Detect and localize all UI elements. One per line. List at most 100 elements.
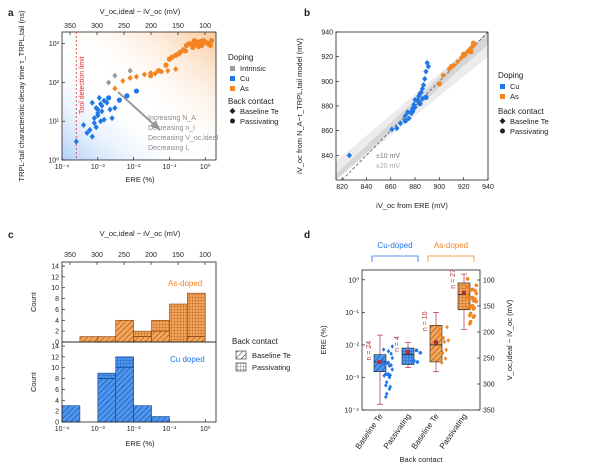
panel-a-point <box>207 42 214 49</box>
panel-d-left-tick-label: 10⁻² <box>345 342 359 349</box>
panel-a-point <box>133 73 140 80</box>
panel-a-point <box>141 71 147 78</box>
panel-a-trend-2: Decreasing n_i <box>148 125 195 132</box>
panel-b-point <box>397 120 404 127</box>
panel-b-legend-diamond-icon <box>499 118 506 124</box>
panel-c-lower-y-tick-label: 0 <box>55 420 59 427</box>
panel-b-legend-cu: Cu <box>510 82 520 91</box>
panel-b-point <box>411 101 417 108</box>
panel-d-n-label: n = 10 <box>422 311 429 331</box>
panel-d-point <box>472 314 477 318</box>
panel-c-legend-passivating: Passivating <box>252 363 290 372</box>
panel-a-point <box>91 119 97 126</box>
panel-b-y-tick-label: 940 <box>321 30 333 37</box>
panel-d-right-tick-label: 300 <box>483 382 495 389</box>
panel-d-box <box>457 282 471 311</box>
panel-a-point <box>156 68 162 74</box>
panel-d-letter: d <box>304 230 310 241</box>
panel-c-lower-y-tick-label: 6 <box>55 387 59 394</box>
panel-a-x-tick-label: 10⁰ <box>200 163 211 171</box>
panel-c-upper-bar-passivating <box>151 319 170 332</box>
panel-c-x-tick-label: 10⁰ <box>200 425 211 433</box>
panel-b-x-tick-label: 880 <box>409 184 421 191</box>
panel-a-point <box>208 38 215 44</box>
panel-c-upper-bar-baseline <box>133 336 152 343</box>
panel-c-legend-baseline: Baseline Te <box>252 351 291 360</box>
panel-d-point <box>465 285 470 289</box>
panel-b-point <box>469 43 475 50</box>
panel-c-lower-y-tick-label: 14 <box>51 344 59 351</box>
panel-b-x-tick-label: 840 <box>361 184 373 191</box>
panel-a-top-tick-label: 100 <box>199 23 211 30</box>
panel-b-point <box>468 49 474 55</box>
panel-d-point <box>385 360 390 366</box>
panel-b-letter: b <box>304 8 310 19</box>
panel-a-legend-intrinsic: Intrinsic <box>240 64 266 73</box>
panel-a-legend-cu-swatch <box>230 76 235 81</box>
panel-d-point <box>438 332 442 337</box>
panel-d-point <box>388 384 392 390</box>
panel-c-top-tick-label: 200 <box>145 252 157 259</box>
panel-b-y-tick-label: 880 <box>321 104 333 111</box>
panel-a-point <box>175 51 182 57</box>
panel-c-lower-label: Cu doped <box>170 355 205 364</box>
panel-d-box <box>401 347 415 365</box>
panel-d-category-label: Baseline Te <box>354 412 385 451</box>
panel-d-mean <box>378 359 382 364</box>
panel-a-point <box>133 88 140 94</box>
panel-b-point <box>424 59 430 66</box>
panel-b-y-tick-label: 900 <box>321 79 333 86</box>
panel-d-point <box>384 394 388 400</box>
panel-d-point <box>390 355 395 361</box>
panel-d-point <box>472 297 477 302</box>
panel-b-point <box>408 110 414 117</box>
panel-a-top-tick-label: 150 <box>172 23 184 30</box>
panel-d-category-label: Baseline Te <box>410 412 441 451</box>
panel-a-point <box>99 108 105 115</box>
panel-c-lower-bar-baseline <box>115 367 134 423</box>
panel-a-legend-intrinsic-swatch <box>230 66 235 71</box>
panel-b-band-10: ±10 mV <box>376 153 400 160</box>
panel-a-legend-passivating: Passivating <box>240 117 278 126</box>
panel-d-category-label: Passivating <box>382 412 413 451</box>
panel-b-y-label: iV_oc from N_A−τ_TRPL,tail model (mV) <box>295 38 304 174</box>
panel-d-boxes: n = 24 Baseline Te n = 4 Passivating n = 10 B… <box>354 269 479 451</box>
panel-b-point <box>402 118 408 124</box>
panel-b-legend-baseline: Baseline Te <box>510 117 549 126</box>
panel-c-top-tick-label: 150 <box>172 252 184 259</box>
panel-b-x-tick-label: 900 <box>434 184 446 191</box>
panel-d-point <box>381 358 386 364</box>
panel-d-mean <box>462 290 466 295</box>
panel-a-x-tick-label: 10⁻⁴ <box>55 164 70 171</box>
panel-a-point <box>101 116 107 123</box>
panel-b-point <box>420 82 427 89</box>
panel-c-upper-bar-passivating <box>169 303 188 343</box>
panel-d-point <box>474 283 479 288</box>
panel-a-point <box>96 94 102 101</box>
panel-b-point <box>406 115 412 122</box>
panel-c-lower-bar-passivating <box>115 356 134 369</box>
panel-b-x-tick-label: 820 <box>336 184 348 191</box>
panel-d: d 10⁰10⁻¹10⁻²10⁻³10⁻⁴100150200250300350 … <box>304 230 514 464</box>
panel-a-point <box>84 129 90 136</box>
panel-b-point <box>461 51 467 57</box>
panel-c-lower-frame <box>61 341 217 423</box>
panel-b-point <box>451 62 457 69</box>
panel-d-point <box>389 362 393 368</box>
panel-d-point <box>384 391 389 396</box>
panel-a-top-tick-label: 200 <box>145 23 157 30</box>
panel-a-legend-contact-title: Back contact <box>228 97 275 106</box>
panel-a-point <box>95 110 101 117</box>
panel-d-axes: 10⁰ 10⁻¹ 10⁻² 10⁻³ 10⁻⁴ 100 150 200 250 300 350 <box>345 276 495 414</box>
panel-c-upper-bar-baseline <box>79 336 99 343</box>
panel-c-upper-label: As-doped <box>168 279 202 288</box>
panel-d-point <box>444 347 448 353</box>
panel-b-legend-passivating: Passivating <box>510 127 548 136</box>
panel-d-point <box>468 319 473 324</box>
panel-a: a V_oc,ideal − iV_oc (mV) 10⁻⁴ 10⁻³ 10⁻² 10… <box>8 7 279 184</box>
panel-b-y-tick-label: 840 <box>321 153 333 160</box>
panel-c-upper-y-tick-label: 6 <box>55 307 59 314</box>
panel-b-points <box>346 40 478 159</box>
panel-a-point <box>89 99 95 106</box>
panel-a-x-tick-label: 10⁻¹ <box>163 164 177 171</box>
